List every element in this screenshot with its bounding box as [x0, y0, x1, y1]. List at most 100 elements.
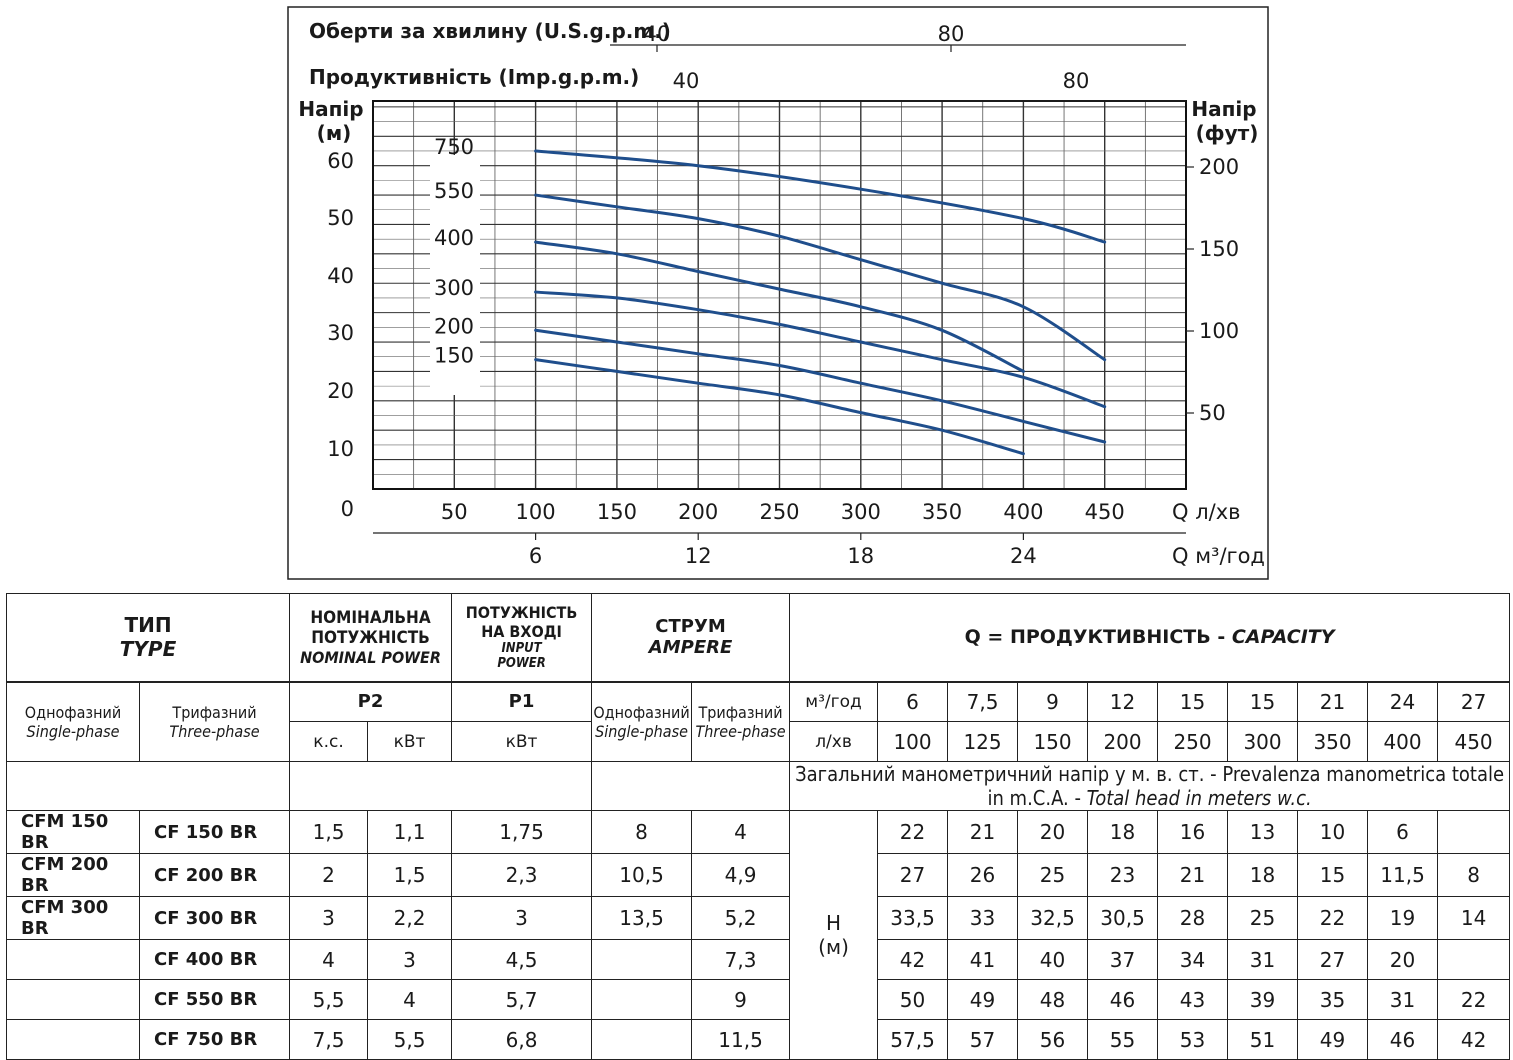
- table-row: CFM 300 BR CF 300 BR 3 2,2 3 13,5 5,2 33,5 33 32,…: [6, 896, 1511, 940]
- head-value-cell: 22: [877, 810, 949, 854]
- model-three-phase: CF 750 BR: [138, 1019, 291, 1060]
- curve-150: [534, 358, 1025, 456]
- y-tick-label-left: 20: [327, 379, 354, 403]
- q-lmin-cell: 125: [947, 721, 1019, 762]
- head-value-cell: 23: [1087, 853, 1159, 897]
- curve-label-150: 150: [434, 344, 474, 368]
- q-lmin-cell: 150: [1017, 721, 1089, 762]
- head-value-cell: 48: [1017, 979, 1089, 1020]
- curve-labels-background: [430, 155, 480, 395]
- q-lmin-cell: 200: [1087, 721, 1159, 762]
- header-current-en: AMPERE: [648, 637, 733, 659]
- q-m3h-cell: 24: [1367, 681, 1439, 722]
- table-subheader-row-2: к.с. кВт кВт л/хв 100 125 150 200 250 30…: [7, 721, 1511, 762]
- table-row: CF 750 BR 7,5 5,5 6,8 11,5 57,5 57 56 55 53 51 49 46…: [6, 1019, 1511, 1060]
- q-lmin-cell: 250: [1157, 721, 1229, 762]
- power-hp-cell: 7,5: [289, 1019, 369, 1060]
- header-type-uk: ТИП: [124, 613, 172, 638]
- head-value-cell: 18: [1087, 810, 1159, 854]
- y-axis-unit-right: (фут): [1196, 121, 1259, 145]
- head-value-cell: 37: [1087, 939, 1159, 980]
- head-value-cell: 30,5: [1087, 896, 1159, 940]
- x2-tick-label: 18: [847, 544, 874, 568]
- header-current-single: Однофазний Single-phase: [591, 681, 693, 762]
- power-hp-cell: 5,5: [289, 979, 369, 1020]
- table-row: CFM 150 BR CF 150 BR 1,5 1,1 1,75 8 4 H (м) 22 21 2…: [6, 810, 1511, 1060]
- head-value-cell: 43: [1157, 979, 1229, 1020]
- head-value-cell: 25: [1227, 896, 1299, 940]
- y-tick-label-left: 0: [341, 497, 354, 521]
- header-input-en2: POWER: [497, 656, 546, 672]
- header-input-line2: НА ВХОДІ: [481, 622, 562, 642]
- curve-750: [534, 149, 1107, 244]
- head-value-cell: 34: [1157, 939, 1229, 980]
- header-unit-kw: кВт: [367, 721, 453, 762]
- header-current-three-en: Three-phase: [695, 721, 786, 741]
- y-tick-label-left: 50: [327, 206, 354, 230]
- current-single-cell: [591, 979, 693, 1020]
- y-tick-label-left: 10: [327, 437, 354, 461]
- header-input-en1: INPUT: [501, 641, 542, 657]
- head-value-cell: 21: [1157, 853, 1229, 897]
- head-note-en: Total head in meters w.c.: [1086, 786, 1312, 810]
- header-capacity-uk: Q = ПРОДУКТИВНІСТЬ -: [964, 626, 1232, 649]
- header-single-en: Single-phase: [26, 721, 120, 741]
- header-capacity-en: CAPACITY: [1231, 626, 1335, 649]
- head-label-cell: H (м): [789, 810, 879, 1060]
- head-value-cell: 49: [1297, 1019, 1369, 1060]
- head-value-cell: 8: [1437, 853, 1511, 897]
- y-tick-label-right: 200: [1199, 155, 1239, 179]
- head-value-cell: 26: [947, 853, 1019, 897]
- head-value-cell: 19: [1367, 896, 1439, 940]
- head-value-cell: 6: [1367, 810, 1439, 854]
- x2-tick-label: 24: [1010, 544, 1037, 568]
- head-value-cell: 35: [1297, 979, 1369, 1020]
- head-value-cell: 18: [1227, 853, 1299, 897]
- q-m3h-cell: 9: [1017, 681, 1089, 722]
- head-value-cell: 46: [1087, 979, 1159, 1020]
- q-m3h-cell: 15: [1157, 681, 1229, 722]
- head-value-cell: 40: [1017, 939, 1089, 980]
- head-value-cell: 33,5: [877, 896, 949, 940]
- header-nominal-en: NOMINAL POWER: [300, 647, 441, 667]
- head-value-cell: 32,5: [1017, 896, 1089, 940]
- power-kw-cell: 4: [367, 979, 453, 1020]
- header-current-single-en: Single-phase: [595, 721, 688, 741]
- head-value-cell: 13: [1227, 810, 1299, 854]
- head-value-cell: 31: [1227, 939, 1299, 980]
- x-tick-label: 150: [597, 500, 637, 524]
- q-lmin-cell: 300: [1227, 721, 1299, 762]
- y-tick-label-left: 30: [327, 321, 354, 345]
- head-value-cell: 14: [1437, 896, 1511, 940]
- header-nominal-line2: ПОТУЖНІСТЬ: [311, 627, 430, 648]
- model-three-phase: CF 150 BR: [138, 810, 291, 854]
- curve-label-200: 200: [434, 314, 474, 338]
- current-three-cell: 9: [691, 979, 791, 1020]
- current-three-cell: 7,3: [691, 939, 791, 980]
- chart-frame: [287, 6, 1269, 580]
- head-value-cell: [1437, 810, 1511, 854]
- head-value-cell: 28: [1157, 896, 1229, 940]
- y-axis-unit-left: (м): [317, 121, 352, 145]
- model-three-phase: CF 200 BR: [138, 853, 291, 897]
- x2-tick-label: 6: [529, 544, 542, 568]
- q-lmin-cell: 100: [877, 721, 949, 762]
- curve-200: [534, 328, 1107, 444]
- head-value-cell: 11,5: [1367, 853, 1439, 897]
- input-power-cell: 3: [451, 896, 593, 940]
- model-three-phase: CF 300 BR: [138, 896, 291, 940]
- model-three-phase: CF 400 BR: [138, 939, 291, 980]
- head-value-cell: 33: [947, 896, 1019, 940]
- head-value-cell: 27: [1297, 939, 1369, 980]
- header-single-phase: Однофазний Single-phase: [6, 681, 140, 762]
- spec-table: ТИП TYPE НОМІНАЛЬНА ПОТУЖНІСТЬ NOMINAL P…: [5, 593, 1511, 1060]
- header-type: ТИП TYPE: [5, 593, 291, 683]
- x-tick-label: 50: [441, 500, 468, 524]
- header-current-three: Трифазний Three-phase: [691, 681, 791, 762]
- power-kw-cell: 1,5: [367, 853, 453, 897]
- blank-cell: [289, 761, 593, 811]
- q-lmin-cell: 450: [1437, 721, 1511, 762]
- power-hp-cell: 4: [289, 939, 369, 980]
- top-axis-2-tick-label: 80: [1063, 69, 1090, 93]
- header-unit-kw-p1: кВт: [451, 721, 593, 762]
